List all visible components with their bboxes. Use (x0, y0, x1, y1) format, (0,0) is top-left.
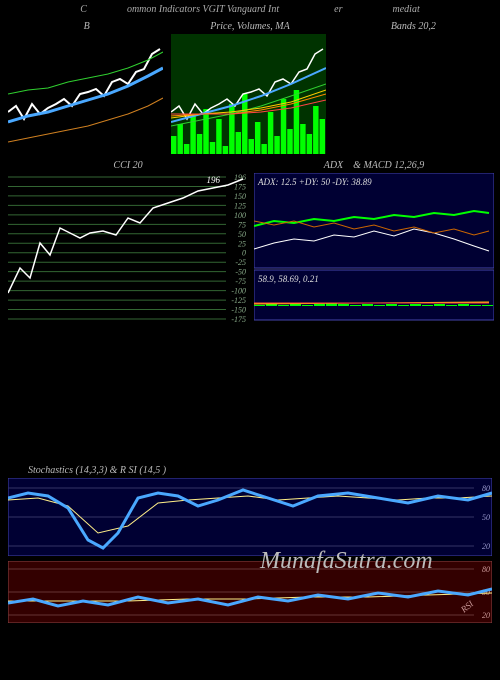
svg-text:-50: -50 (235, 268, 246, 277)
svg-text:50: 50 (238, 230, 246, 239)
svg-text:-75: -75 (235, 277, 246, 286)
cci-title: CCI 20 (8, 158, 248, 173)
panel-bands: Bands 20,2 (335, 19, 492, 154)
svg-text:-25: -25 (235, 258, 246, 267)
svg-text:150: 150 (234, 192, 246, 201)
svg-text:196: 196 (207, 175, 221, 185)
svg-text:25: 25 (238, 239, 246, 248)
svg-text:ADX: 12.5 +DY: 50 -DY: 38.89: ADX: 12.5 +DY: 50 -DY: 38.89 (257, 177, 372, 187)
title-frag-3: er (334, 4, 342, 15)
title-frag-4: mediat (393, 4, 420, 15)
page-header: C ommon Indicators VGIT Vanguard Int er … (0, 0, 500, 19)
svg-text:125: 125 (234, 201, 246, 210)
svg-text:58.9, 58.69, 0.21: 58.9, 58.69, 0.21 (258, 274, 319, 284)
bands-title: Bands 20,2 (335, 19, 492, 34)
bollinger-title: B (8, 19, 165, 34)
price-chart (171, 34, 326, 154)
adx-label: ADX (324, 160, 343, 171)
svg-text:75: 75 (238, 220, 246, 229)
svg-text:-175: -175 (231, 315, 246, 323)
svg-text:-100: -100 (231, 287, 246, 296)
svg-text:-150: -150 (231, 306, 246, 315)
svg-text:20: 20 (482, 611, 490, 620)
title-frag-2: ommon Indicators VGIT Vanguard Int (127, 4, 279, 15)
cci-chart: 1961751501251007550250-25-50-75-100-125-… (8, 173, 248, 323)
svg-text:175: 175 (234, 182, 246, 191)
price-title: Price, Volumes, MA (171, 19, 328, 34)
svg-text:20: 20 (482, 542, 490, 551)
svg-text:80: 80 (482, 565, 490, 574)
watermark-text: MunafaSutra.com (260, 548, 433, 575)
adx-title: ADX & MACD 12,26,9 (254, 158, 494, 173)
panel-cci: CCI 20 1961751501251007550250-25-50-75-1… (8, 158, 248, 323)
stochastics-chart: 80 50 20 (8, 478, 492, 556)
svg-text:80: 80 (482, 484, 490, 493)
bollinger-chart (8, 34, 163, 154)
svg-text:0: 0 (242, 249, 246, 258)
svg-text:50: 50 (482, 513, 490, 522)
panel-bollinger: B (8, 19, 165, 154)
stoch-title: Stochastics (14,3,3) & R SI (14,5 ) (8, 463, 492, 478)
svg-text:-125: -125 (231, 296, 246, 305)
panel-price: Price, Volumes, MA (171, 19, 328, 154)
title-frag-1: C (80, 4, 87, 15)
adx-macd-chart: ADX: 12.5 +DY: 50 -DY: 38.89 58.9, 58.69,… (254, 173, 494, 323)
macd-label: & MACD 12,26,9 (353, 160, 424, 171)
panel-adx-macd: ADX & MACD 12,26,9 ADX: 12.5 +DY: 50 -DY… (254, 158, 494, 323)
svg-text:100: 100 (234, 211, 246, 220)
bands-chart (335, 34, 490, 154)
